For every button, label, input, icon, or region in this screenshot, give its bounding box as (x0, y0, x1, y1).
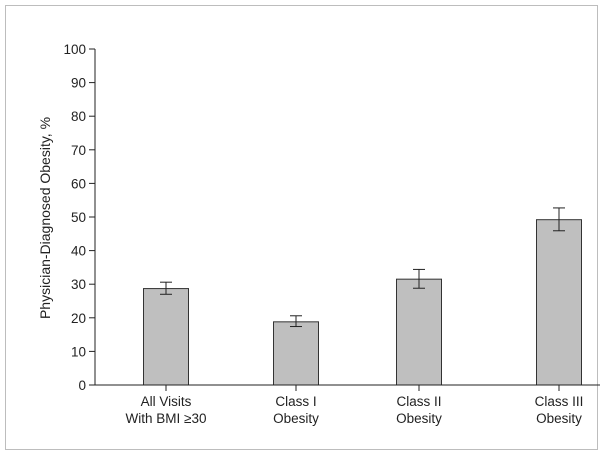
bar-2 (396, 278, 442, 386)
y-tick-label-20: 20 (71, 311, 86, 326)
y-tick-label-50: 50 (71, 210, 86, 225)
bar-1 (273, 321, 319, 386)
y-tick-label-0: 0 (78, 378, 86, 393)
y-tick-label-40: 40 (71, 244, 86, 259)
x-tick-label-3-line-0: Class III (535, 394, 584, 409)
y-tick-label-60: 60 (71, 176, 86, 191)
x-tick-label-1-line-1: Obesity (273, 411, 319, 426)
y-axis-title: Physician-Diagnosed Obesity, % (37, 117, 53, 319)
y-tick-label-10: 10 (71, 344, 86, 359)
x-tick-label-0-line-1: With BMI ≥30 (126, 411, 207, 426)
y-tick-label-70: 70 (71, 143, 86, 158)
y-tick-label-80: 80 (71, 109, 86, 124)
x-tick-label-1-line-0: Class I (275, 394, 316, 409)
x-tick-label-3-line-1: Obesity (536, 411, 582, 426)
y-tick-label-30: 30 (71, 277, 86, 292)
bar-3 (536, 219, 582, 386)
x-tick-label-2-line-0: Class II (396, 394, 441, 409)
x-tick-label-2-line-1: Obesity (396, 411, 442, 426)
x-tick-label-0-line-0: All Visits (141, 394, 192, 409)
y-tick-label-100: 100 (63, 42, 86, 57)
y-tick-label-90: 90 (71, 76, 86, 91)
bar-0 (143, 288, 189, 386)
